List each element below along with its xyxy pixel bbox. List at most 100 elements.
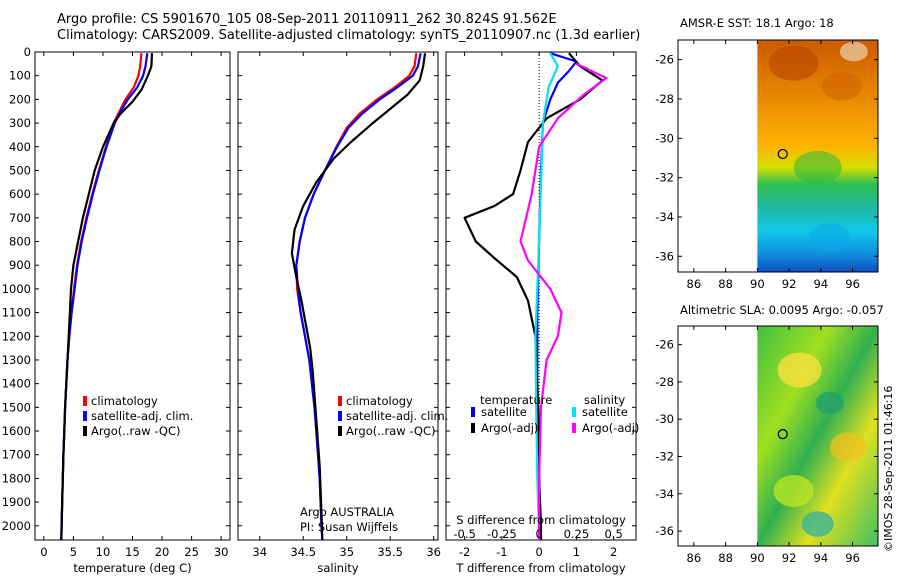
sst-map-title: AMSR-E SST: 18.1 Argo: 18 (680, 16, 834, 30)
series-line-salinity-2 (290, 53, 427, 541)
legend-swatch (572, 423, 576, 433)
legend-swatch (471, 423, 475, 433)
x-axis-label-salinity: salinity (317, 561, 358, 575)
y-tick-label: 1100 (2, 306, 31, 320)
map-y-tick-label: -36 (655, 524, 674, 538)
legend-swatch (83, 396, 87, 406)
series-line-temperature-2 (60, 53, 154, 541)
y-tick-label: 2000 (2, 519, 31, 533)
x-tick-label: 10 (96, 545, 111, 559)
series-line-salinity-0 (295, 53, 418, 541)
sst-field-patch (768, 45, 819, 81)
legend-header-temperature: temperature (480, 393, 552, 407)
legend-label: satellite-adj. clim. (346, 409, 448, 423)
x-tick-label: 36 (426, 545, 441, 559)
y-tick-label: 300 (9, 116, 31, 130)
legend-swatch (83, 426, 87, 436)
y-tick-label: 1900 (2, 495, 31, 509)
sla-anomaly-patch (777, 352, 822, 388)
y-tick-label: 1600 (2, 424, 31, 438)
y-tick-label: 1000 (2, 282, 31, 296)
x-tick-label: -1 (496, 545, 507, 559)
legend-label: Argo(..raw -QC) (346, 424, 436, 438)
y-tick-label: 500 (9, 163, 31, 177)
map-y-tick-label: -28 (655, 375, 674, 389)
x-tick-label: 35.5 (377, 545, 403, 559)
map-x-tick-label: 88 (718, 551, 733, 565)
y-tick-label: 900 (9, 258, 31, 272)
plot-frame-temperature (34, 51, 231, 541)
legend-label: climatology (91, 394, 158, 408)
sst-field-patch (821, 72, 862, 101)
legend-swatch (338, 411, 342, 421)
legend-swatch (338, 396, 342, 406)
legend-swatch (572, 407, 576, 417)
sla-anomaly-patch (829, 432, 866, 462)
x-tick-label: 0 (40, 545, 47, 559)
y-tick-label: 1800 (2, 471, 31, 485)
legend-label: Argo(-adj) (481, 421, 538, 435)
y-tick-label: 700 (9, 211, 31, 225)
legend-label: satellite-adj. clim. (91, 409, 193, 423)
sla-anomaly-patch (773, 475, 814, 507)
map-x-tick-label: 94 (814, 551, 829, 565)
sla-anomaly-patch (801, 511, 834, 537)
sla-map-title: Altimetric SLA: 0.0095 Argo: -0.057 (680, 303, 884, 317)
series-line-difference-3 (519, 62, 608, 540)
plot-frame-salinity (237, 51, 439, 541)
x-axis-label-temperature: temperature (deg C) (73, 561, 191, 575)
map-x-tick-label: 96 (845, 551, 860, 565)
legend-swatch (471, 407, 475, 417)
y-tick-label: 100 (9, 69, 31, 83)
map-y-tick-label: -36 (655, 249, 674, 263)
sla-map-frame (677, 325, 879, 547)
x-tick-label: 5 (70, 545, 77, 559)
top-tick-label: 0 (535, 527, 542, 541)
map-y-tick-label: -34 (655, 487, 674, 501)
x-tick-label: 25 (184, 545, 199, 559)
x-tick-label: 0 (535, 545, 542, 559)
y-tick-label: 800 (9, 235, 31, 249)
y-tick-label: 1300 (2, 353, 31, 367)
y-tick-label: 600 (9, 187, 31, 201)
map-x-tick-label: 86 (687, 277, 702, 291)
sst-field-patch (839, 41, 868, 62)
x-tick-label: 34 (252, 545, 267, 559)
float-position-marker (777, 148, 788, 160)
series-line-temperature-1 (60, 53, 149, 541)
x-tick-label: 1 (573, 545, 580, 559)
map-y-tick-label: -32 (655, 450, 674, 464)
map-y-tick-label: -26 (655, 53, 674, 67)
x-tick-label: 2 (610, 545, 617, 559)
top-tick-label: 0.5 (604, 527, 622, 541)
map-x-tick-label: 88 (718, 277, 733, 291)
x-tick-label: 20 (155, 545, 170, 559)
annotation-argo-australia: Argo AUSTRALIA (300, 505, 394, 519)
map-y-tick-label: -30 (655, 131, 674, 145)
legend-label: satellite (481, 405, 527, 419)
legend-label: climatology (346, 394, 413, 408)
series-line-salinity-1 (295, 52, 422, 541)
y-tick-label: 400 (9, 140, 31, 154)
map-y-tick-label: -30 (655, 412, 674, 426)
legend-swatch (83, 411, 87, 421)
annotation-pi: PI: Susan Wijffels (300, 520, 398, 534)
x-tick-label: 15 (125, 545, 140, 559)
x-axis-label-difference: T difference from climatology (455, 561, 626, 575)
x-axis-label-top: S difference from climatology (456, 513, 626, 527)
float-position-marker (777, 429, 788, 440)
map-x-tick-label: 94 (814, 277, 829, 291)
imos-stamp: ©IMOS 28-Sep-2011 01:46:16 (882, 386, 895, 552)
sst-field-patch (809, 223, 850, 252)
y-tick-label: 200 (9, 92, 31, 106)
x-tick-label: 30 (214, 545, 229, 559)
series-line-difference-1 (463, 52, 604, 540)
map-x-tick-label: 92 (782, 551, 797, 565)
x-tick-label: -2 (459, 545, 470, 559)
y-tick-label: 1500 (2, 400, 31, 414)
top-tick-label: -0.5 (453, 527, 475, 541)
map-x-tick-label: 90 (750, 277, 765, 291)
map-x-tick-label: 90 (750, 551, 765, 565)
y-tick-label: 1400 (2, 377, 31, 391)
